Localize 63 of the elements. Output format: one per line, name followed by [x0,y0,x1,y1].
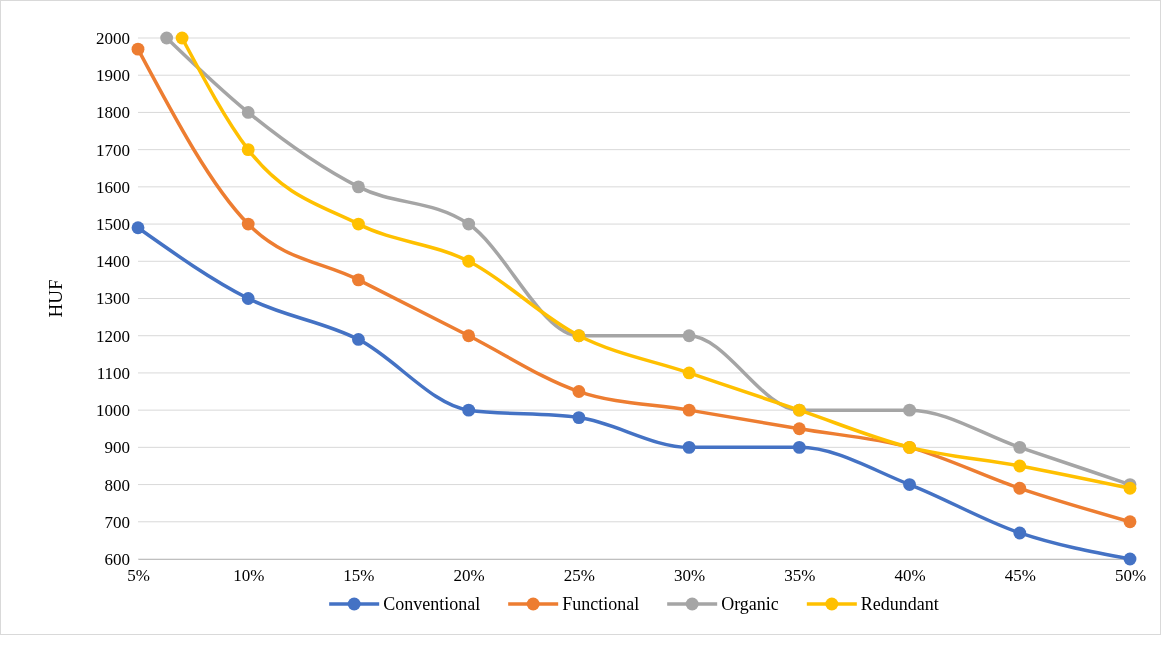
point [792,440,806,454]
point [462,403,476,417]
y-tick-label: 1000 [96,401,130,421]
point [131,221,145,235]
x-tick-label: 40% [894,566,926,586]
y-tick-label: 1500 [96,215,130,235]
point [241,106,255,119]
y-tick-label: 1800 [96,103,130,123]
point [160,31,174,45]
x-tick-label: 20% [453,566,485,586]
point [682,366,696,380]
point [1013,440,1027,454]
y-tick-label: 1300 [96,289,130,309]
legend-label: Functional [562,594,640,614]
y-axis-title: HUF [45,279,66,318]
x-tick-label: 15% [343,566,375,586]
y-tick-label: 1900 [96,66,130,86]
x-tick-label: 25% [563,566,595,586]
y-tick-label: 1600 [96,177,130,197]
x-tick-label: 10% [233,566,265,586]
y-tick-label: 900 [104,438,130,458]
y-tick-label: 1100 [96,363,130,383]
point [352,180,365,194]
point [1123,552,1137,566]
point [352,273,365,287]
point [352,333,365,346]
point [903,403,916,417]
point [1013,459,1027,473]
point [241,143,255,157]
point [682,329,696,343]
point [352,217,365,231]
point [1013,526,1027,540]
point [175,31,189,45]
y-tick-label: 600 [104,549,130,569]
point [682,440,696,454]
y-tick-label: 1700 [96,140,130,160]
x-tick-label: 30% [674,566,706,586]
x-tick-label: 45% [1004,566,1036,586]
point [131,42,145,56]
x-tick-label: 50% [1114,566,1147,586]
legend-label: Conventional [383,594,481,614]
point [462,254,476,268]
point [241,217,255,231]
legend-label: Organic [721,594,779,614]
point [682,403,696,417]
point [462,329,476,343]
point [1013,481,1027,495]
point [1123,515,1137,529]
y-tick-label: 700 [104,512,130,532]
x-tick-label: 35% [784,566,816,586]
point [792,422,806,436]
point [462,217,476,231]
point [241,292,255,305]
y-tick-label: 1400 [96,252,130,272]
point [903,478,916,491]
x-tick-label: 5% [127,566,150,586]
y-tick-label: 1200 [96,326,130,346]
legend-label: Redundant [860,594,939,614]
point [1123,481,1137,495]
y-tick-label: 2000 [96,28,130,48]
point [572,411,586,425]
y-tick-label: 800 [104,475,130,495]
point [572,385,586,398]
